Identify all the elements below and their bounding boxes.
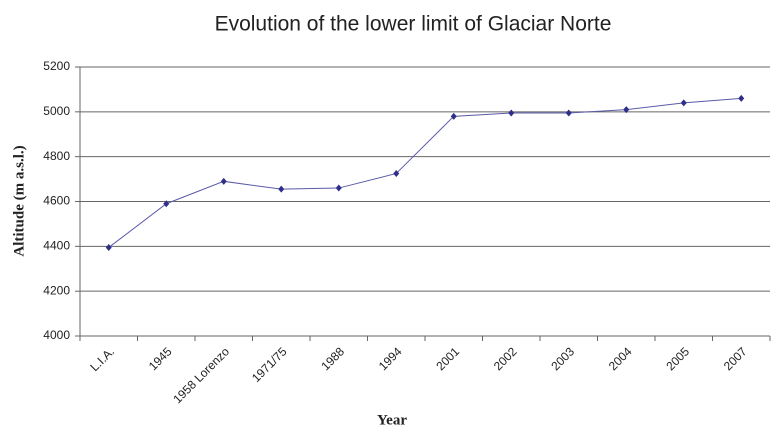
- y-tick-label: 5000: [43, 104, 70, 118]
- x-tick-label: 1988: [318, 344, 347, 373]
- x-tick-label: 1945: [146, 344, 175, 373]
- data-point: [680, 99, 687, 107]
- data-point: [738, 94, 745, 102]
- x-axis-label: Year: [377, 412, 407, 428]
- chart-title: Evolution of the lower limit of Glaciar …: [215, 13, 612, 36]
- y-tick-label: 4600: [43, 194, 70, 208]
- y-tick-label: 4000: [43, 328, 70, 342]
- data-point: [163, 200, 170, 208]
- x-tick-label: L.I.A.: [87, 344, 117, 374]
- data-point: [508, 109, 515, 117]
- data-point: [335, 184, 342, 192]
- x-tick-label: 2004: [606, 344, 635, 373]
- x-tick-label: 2007: [721, 344, 750, 373]
- data-point: [393, 169, 400, 177]
- x-tick-label: 1958 Lorenzo: [170, 344, 232, 406]
- data-point: [623, 106, 630, 114]
- y-tick-label: 4400: [43, 239, 70, 253]
- x-tick-label: 1994: [376, 344, 405, 373]
- data-point: [220, 177, 227, 185]
- x-tick-label: 2002: [491, 344, 520, 373]
- data-point: [278, 185, 285, 193]
- x-tick-label: 2005: [663, 344, 692, 373]
- x-tick-label: 1971/75: [249, 344, 290, 385]
- y-tick-label: 4200: [43, 283, 70, 297]
- y-axis-label: Altitude (m a.s.l.): [11, 145, 27, 256]
- data-point: [565, 109, 572, 117]
- data-line: [108, 97, 742, 248]
- data-point: [105, 243, 112, 251]
- y-tick-label: 5200: [43, 59, 70, 73]
- y-tick-label: 4800: [43, 149, 70, 163]
- x-tick-label: 2003: [548, 344, 577, 373]
- x-tick-label: 2001: [433, 344, 462, 373]
- data-point: [450, 112, 457, 120]
